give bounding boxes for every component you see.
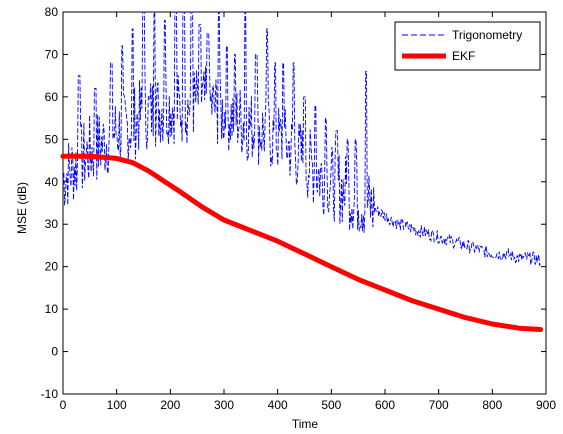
y-tick-label: 0 [51, 345, 58, 359]
y-tick-label: 50 [45, 132, 59, 146]
y-tick-label: 20 [45, 260, 59, 274]
y-axis-title: MSE (dB) [15, 182, 29, 234]
y-tick-label: -10 [41, 387, 59, 401]
x-tick-label: 0 [60, 398, 67, 412]
x-tick-label: 700 [429, 398, 449, 412]
plot-area [62, 11, 547, 395]
x-tick-label: 800 [482, 398, 502, 412]
y-tick-label: 80 [45, 5, 59, 19]
legend-box [394, 21, 541, 71]
legend-trigonometry-label: Trigonometry [452, 28, 522, 42]
x-axis-title: Time [292, 417, 319, 431]
ekf-line [60, 153, 544, 332]
x-tick-label: 300 [214, 398, 234, 412]
y-axis-ticks: -10 0 10 20 30 40 50 60 70 80 [41, 5, 546, 401]
y-tick-label: 10 [45, 302, 59, 316]
ekf-series [60, 153, 544, 332]
x-tick-label: 900 [536, 398, 556, 412]
legend: Trigonometry EKF [394, 21, 541, 71]
x-tick-label: 100 [107, 398, 127, 412]
trigonometry-series [62, 11, 541, 267]
y-tick-label: 60 [45, 90, 59, 104]
y-tick-label: 70 [45, 47, 59, 61]
y-tick-label: 40 [45, 175, 59, 189]
x-tick-label: 400 [268, 398, 288, 412]
y-tick-label: 30 [45, 217, 59, 231]
x-tick-label: 600 [375, 398, 395, 412]
x-tick-label: 200 [160, 398, 180, 412]
legend-ekf-label: EKF [452, 49, 475, 63]
x-tick-label: 500 [321, 398, 341, 412]
plot-frame [62, 11, 547, 395]
trigonometry-line [62, 11, 541, 267]
x-axis-ticks: 0 100 200 300 400 500 600 700 800 900 [60, 12, 556, 412]
